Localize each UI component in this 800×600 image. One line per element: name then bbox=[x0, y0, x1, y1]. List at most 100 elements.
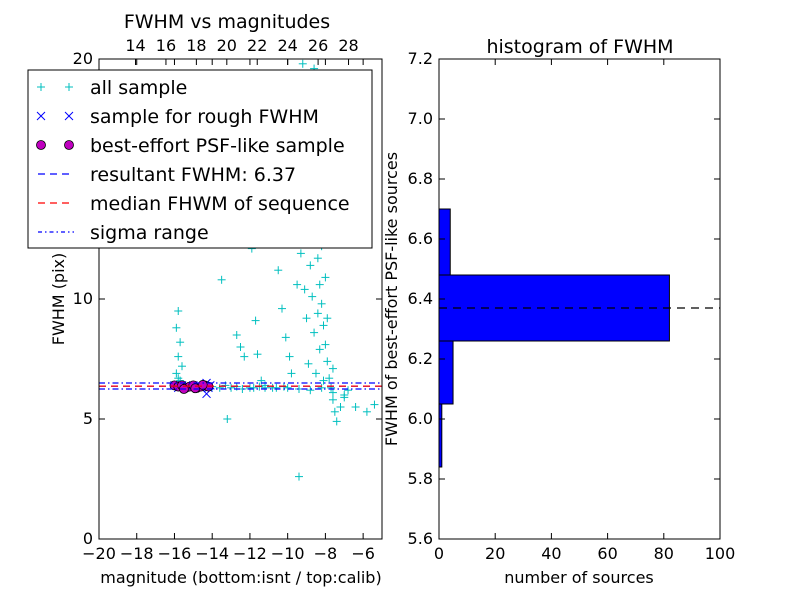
hist-x-tick-label: 0 bbox=[434, 544, 444, 563]
all-sample-point bbox=[285, 352, 294, 361]
all-sample-point bbox=[240, 352, 249, 361]
histogram-panel: histogram of FWHM 0 20 40 60 80 100 5.6 5.8 6.0… bbox=[382, 36, 735, 587]
all-sample-point bbox=[236, 343, 245, 351]
top-tick-label: 26 bbox=[308, 36, 328, 55]
histogram-x-ticks: 0 20 40 60 80 100 bbox=[434, 59, 735, 563]
scatter-y-ticks: 0 5 10 20 bbox=[73, 49, 382, 548]
all-sample-point bbox=[296, 249, 305, 258]
top-tick-label: 14 bbox=[125, 36, 145, 55]
top-tick-label: 24 bbox=[277, 36, 297, 55]
all-sample-point bbox=[268, 383, 277, 392]
all-sample-point bbox=[215, 383, 224, 392]
legend-box bbox=[27, 69, 373, 249]
all-sample-point bbox=[251, 316, 260, 325]
hist-x-tick-label: 20 bbox=[485, 544, 505, 563]
all-sample-point bbox=[319, 321, 328, 330]
hist-x-tick-label: 60 bbox=[597, 544, 617, 563]
histogram-title: histogram of FWHM bbox=[486, 36, 673, 58]
all-sample-point bbox=[304, 359, 313, 368]
all-sample-point bbox=[311, 369, 320, 378]
all-sample-point bbox=[223, 415, 232, 423]
legend-label-resultant-fwhm: resultant FWHM: 6.37 bbox=[90, 164, 296, 186]
x-tick-label: −8 bbox=[314, 544, 338, 563]
all-sample-point bbox=[323, 357, 332, 366]
legend-label-sigma-range: sigma range bbox=[90, 222, 209, 244]
legend-label-all-sample: all sample bbox=[90, 77, 187, 99]
all-sample-point bbox=[176, 338, 185, 347]
hist-y-tick-label: 5.6 bbox=[408, 529, 433, 548]
all-sample-point bbox=[172, 323, 181, 332]
hist-x-tick-label: 100 bbox=[705, 544, 736, 563]
all-sample-point bbox=[328, 388, 337, 397]
legend-marker-2 bbox=[64, 140, 74, 150]
scatter-legend: all sample sample for rough FWHM best-ef… bbox=[27, 69, 373, 249]
legend-label-median-fwhm: median FHWM of sequence bbox=[90, 193, 350, 215]
all-sample-point bbox=[310, 328, 319, 337]
scatter-panel: FWHM vs magnitudes −20 −18 −16 −14 −12 −10 −8−… bbox=[27, 11, 383, 587]
all-sample-point bbox=[283, 383, 292, 392]
hist-y-tick-label: 7.0 bbox=[408, 109, 433, 128]
all-sample-point bbox=[293, 280, 302, 289]
all-sample-point bbox=[321, 273, 330, 282]
legend-marker-1 bbox=[36, 111, 46, 121]
all-sample-point bbox=[370, 400, 379, 409]
all-sample-point bbox=[317, 299, 326, 308]
all-sample-point bbox=[317, 383, 326, 392]
histogram-bar bbox=[438, 340, 454, 405]
all-sample-point bbox=[323, 314, 332, 323]
hist-y-tick-label: 6.6 bbox=[408, 229, 433, 248]
all-sample-point bbox=[321, 340, 330, 349]
all-sample-point bbox=[278, 304, 287, 313]
legend-marker-1 bbox=[64, 111, 74, 121]
y-tick-label: 10 bbox=[73, 289, 93, 308]
all-sample-point bbox=[315, 345, 324, 354]
all-sample-point bbox=[308, 292, 317, 301]
all-sample-point bbox=[306, 261, 315, 270]
top-tick-label: 16 bbox=[156, 36, 176, 55]
all-sample-point bbox=[274, 266, 283, 275]
all-sample-point bbox=[174, 307, 183, 315]
all-sample-point bbox=[178, 362, 187, 371]
top-tick-label: 18 bbox=[186, 36, 206, 55]
x-tick-label: −6 bbox=[351, 544, 375, 563]
histogram-bars bbox=[438, 208, 670, 468]
x-tick-label: −12 bbox=[233, 544, 267, 563]
all-sample-point bbox=[325, 374, 334, 383]
hist-y-tick-label: 6.4 bbox=[408, 289, 433, 308]
all-sample-point bbox=[306, 386, 315, 395]
histogram-bar bbox=[438, 208, 451, 276]
all-sample-point bbox=[328, 395, 337, 404]
legend-label-psf-sample: best-effort PSF-like sample bbox=[90, 135, 345, 157]
all-sample-point bbox=[302, 314, 311, 323]
scatter-top-ticks: 14 16 18 20 22 24 26 28 bbox=[125, 36, 359, 65]
all-sample-point bbox=[362, 407, 371, 416]
all-sample-point bbox=[351, 403, 360, 411]
histogram-y-label: FWHM of best-effort PSF-like sources bbox=[382, 152, 401, 446]
all-sample-point bbox=[227, 383, 236, 392]
all-sample-point bbox=[245, 383, 254, 392]
all-sample-point bbox=[281, 333, 290, 342]
scatter-x-ticks: −20 −18 −16 −14 −12 −10 −8 −6 bbox=[82, 59, 375, 563]
all-sample-point bbox=[336, 403, 345, 411]
y-tick-label: 0 bbox=[83, 529, 93, 548]
histogram-y-ticks: 5.6 5.8 6.0 6.2 6.4 6.6 6.8 7.0 7.2 bbox=[408, 49, 720, 548]
y-tick-label: 5 bbox=[83, 409, 93, 428]
all-sample-point bbox=[232, 331, 241, 339]
hist-x-tick-label: 80 bbox=[654, 544, 674, 563]
all-sample-point bbox=[344, 386, 353, 395]
hist-y-tick-label: 5.8 bbox=[408, 469, 433, 488]
all-sample-point bbox=[174, 352, 183, 361]
x-tick-label: −18 bbox=[120, 544, 154, 563]
all-sample-point bbox=[340, 393, 349, 402]
hist-y-tick-label: 6.0 bbox=[408, 409, 433, 428]
legend-marker-0 bbox=[37, 83, 45, 91]
all-sample-point bbox=[332, 417, 341, 426]
top-tick-label: 28 bbox=[338, 36, 358, 55]
all-sample-point bbox=[315, 280, 324, 289]
all-sample-point bbox=[261, 383, 270, 392]
legend-marker-2 bbox=[36, 140, 46, 150]
all-sample-point bbox=[313, 254, 322, 263]
all-sample-point bbox=[319, 376, 328, 385]
legend-label-rough-sample: sample for rough FWHM bbox=[90, 106, 319, 128]
